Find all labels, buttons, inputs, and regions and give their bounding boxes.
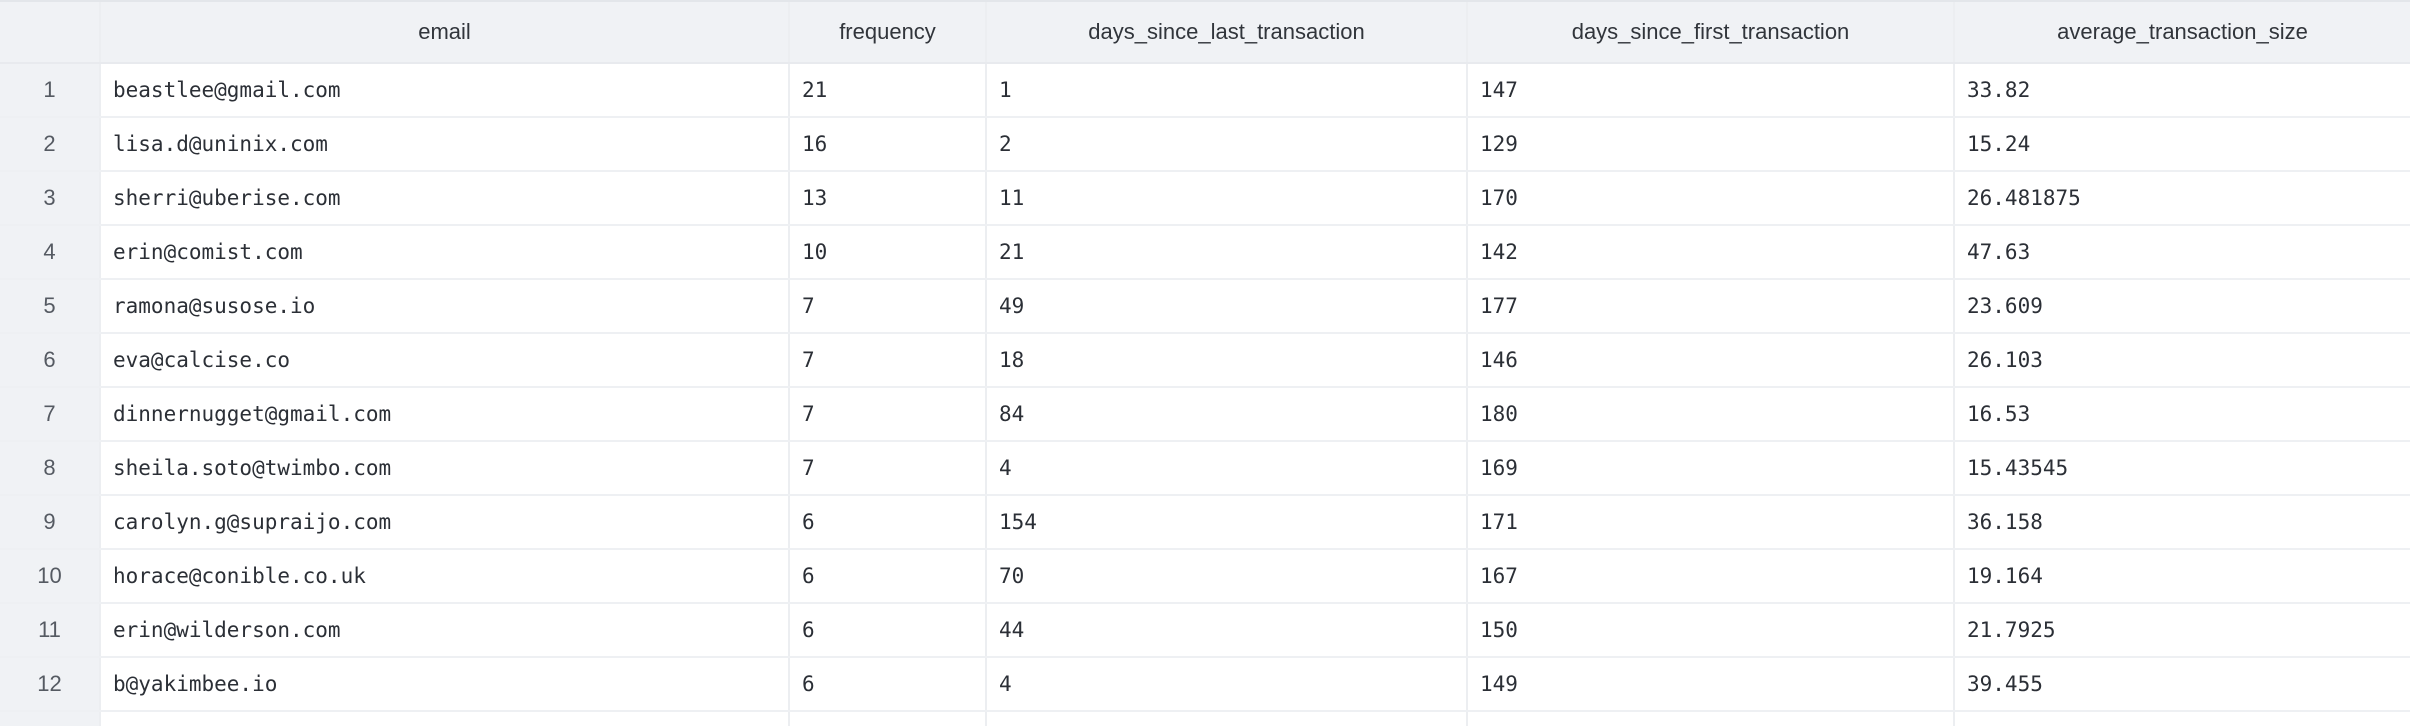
table-row[interactable]: 2 lisa.d@uninix.com 16 2 129 15.24	[0, 118, 2410, 172]
cell-frequency[interactable]: 6	[790, 604, 987, 656]
cell-frequency[interactable]: 10	[790, 226, 987, 278]
cell-frequency[interactable]: 16	[790, 118, 987, 170]
cell-average-transaction-size[interactable]: 33.82	[1967, 78, 2031, 102]
cell-days-since-last-transaction[interactable]: 70	[987, 550, 1468, 602]
row-index: 4	[0, 226, 101, 278]
row-index: 8	[0, 442, 101, 494]
table-row[interactable]: 5 ramona@susose.io 7 49 177 23.609	[0, 280, 2410, 334]
cell-days-since-last-transaction[interactable]: 84	[987, 388, 1468, 440]
cell-days-since-first-transaction[interactable]: 170	[1468, 172, 1955, 224]
cell-days-since-first-transaction[interactable]: 146	[1468, 334, 1955, 386]
table-row-partial	[0, 712, 2410, 726]
cell-email[interactable]: sheila.soto@twimbo.com	[101, 442, 790, 494]
cell-average-transaction-size[interactable]: 39.455	[1967, 672, 2043, 696]
cell-average-transaction-size[interactable]: 23.609	[1967, 294, 2043, 318]
cell-frequency[interactable]: 7	[790, 280, 987, 332]
cell-email[interactable]: carolyn.g@supraijo.com	[101, 496, 790, 548]
row-index: 7	[0, 388, 101, 440]
cell-email[interactable]: dinnernugget@gmail.com	[101, 388, 790, 440]
cell-days-since-last-transaction[interactable]: 4	[987, 658, 1468, 710]
cell-days-since-first-transaction[interactable]: 177	[1468, 280, 1955, 332]
row-index: 11	[0, 604, 101, 656]
header-days-since-last-transaction[interactable]: days_since_last_transaction	[987, 2, 1468, 62]
cell-days-since-last-transaction[interactable]: 49	[987, 280, 1468, 332]
cell-average-transaction-size[interactable]: 15.43545	[1967, 456, 2069, 480]
cell-days-since-first-transaction[interactable]: 142	[1468, 226, 1955, 278]
cell-email[interactable]: beastlee@gmail.com	[101, 64, 790, 116]
table-row[interactable]: 9 carolyn.g@supraijo.com 6 154 171 36.158	[0, 496, 2410, 550]
cell-email[interactable]: ramona@susose.io	[101, 280, 790, 332]
cell-frequency[interactable]: 7	[790, 442, 987, 494]
table-row[interactable]: 7 dinnernugget@gmail.com 7 84 180 16.53	[0, 388, 2410, 442]
cell-days-since-last-transaction[interactable]: 21	[987, 226, 1468, 278]
cell-days-since-last-transaction[interactable]: 11	[987, 172, 1468, 224]
table-header: email frequency days_since_last_transact…	[0, 2, 2410, 64]
table-row[interactable]: 8 sheila.soto@twimbo.com 7 4 169 15.43545	[0, 442, 2410, 496]
header-index	[0, 2, 101, 62]
table-row[interactable]: 6 eva@calcise.co 7 18 146 26.103	[0, 334, 2410, 388]
cell-days-since-last-transaction[interactable]: 154	[987, 496, 1468, 548]
cell-email[interactable]: lisa.d@uninix.com	[101, 118, 790, 170]
table-row[interactable]: 10 horace@conible.co.uk 6 70 167 19.164	[0, 550, 2410, 604]
row-index: 3	[0, 172, 101, 224]
cell-days-since-first-transaction[interactable]: 167	[1468, 550, 1955, 602]
cell-days-since-last-transaction[interactable]: 4	[987, 442, 1468, 494]
cell-average-transaction-size[interactable]: 15.24	[1967, 132, 2031, 156]
cell-average-transaction-size[interactable]: 47.63	[1967, 240, 2031, 264]
cell-average-transaction-size[interactable]: 36.158	[1967, 510, 2043, 534]
cell-frequency[interactable]: 6	[790, 658, 987, 710]
header-days-since-first-transaction[interactable]: days_since_first_transaction	[1468, 2, 1955, 62]
cell-email[interactable]: erin@comist.com	[101, 226, 790, 278]
row-index: 1	[0, 64, 101, 116]
cell-days-since-first-transaction[interactable]: 150	[1468, 604, 1955, 656]
row-index: 5	[0, 280, 101, 332]
row-index: 10	[0, 550, 101, 602]
cell-email[interactable]: b@yakimbee.io	[101, 658, 790, 710]
cell-days-since-first-transaction[interactable]: 171	[1468, 496, 1955, 548]
table-row[interactable]: 3 sherri@uberise.com 13 11 170 26.481875	[0, 172, 2410, 226]
cell-days-since-first-transaction[interactable]: 129	[1468, 118, 1955, 170]
cell-email[interactable]: eva@calcise.co	[101, 334, 790, 386]
row-index: 12	[0, 658, 101, 710]
cell-email[interactable]: sherri@uberise.com	[101, 172, 790, 224]
cell-days-since-last-transaction[interactable]: 18	[987, 334, 1468, 386]
cell-frequency[interactable]: 13	[790, 172, 987, 224]
table-row[interactable]: 11 erin@wilderson.com 6 44 150 21.7925	[0, 604, 2410, 658]
table-row[interactable]: 1 beastlee@gmail.com 21 1 147 33.82	[0, 64, 2410, 118]
cell-average-transaction-size[interactable]: 16.53	[1967, 402, 2031, 426]
cell-days-since-first-transaction[interactable]: 180	[1468, 388, 1955, 440]
cell-days-since-first-transaction[interactable]: 169	[1468, 442, 1955, 494]
cell-frequency[interactable]: 21	[790, 64, 987, 116]
cell-email[interactable]: erin@wilderson.com	[101, 604, 790, 656]
row-index: 9	[0, 496, 101, 548]
cell-average-transaction-size[interactable]: 21.7925	[1967, 618, 2056, 642]
header-email[interactable]: email	[101, 2, 790, 62]
row-index: 2	[0, 118, 101, 170]
cell-days-since-last-transaction[interactable]: 1	[987, 64, 1468, 116]
row-index: 6	[0, 334, 101, 386]
cell-frequency[interactable]: 6	[790, 550, 987, 602]
cell-frequency[interactable]: 7	[790, 388, 987, 440]
table-row[interactable]: 12 b@yakimbee.io 6 4 149 39.455	[0, 658, 2410, 712]
cell-days-since-first-transaction[interactable]: 149	[1468, 658, 1955, 710]
table-body: 1 beastlee@gmail.com 21 1 147 33.82 2 lisa.d@un…	[0, 64, 2410, 712]
cell-average-transaction-size[interactable]: 19.164	[1967, 564, 2043, 588]
cell-average-transaction-size[interactable]: 26.103	[1967, 348, 2043, 372]
header-average-transaction-size[interactable]: average_transaction_size	[2057, 19, 2308, 44]
cell-days-since-last-transaction[interactable]: 44	[987, 604, 1468, 656]
cell-average-transaction-size[interactable]: 26.481875	[1967, 186, 2081, 210]
cell-email[interactable]: horace@conible.co.uk	[101, 550, 790, 602]
table-row[interactable]: 4 erin@comist.com 10 21 142 47.63	[0, 226, 2410, 280]
header-frequency[interactable]: frequency	[790, 2, 987, 62]
cell-frequency[interactable]: 7	[790, 334, 987, 386]
cell-days-since-last-transaction[interactable]: 2	[987, 118, 1468, 170]
cell-frequency[interactable]: 6	[790, 496, 987, 548]
cell-days-since-first-transaction[interactable]: 147	[1468, 64, 1955, 116]
